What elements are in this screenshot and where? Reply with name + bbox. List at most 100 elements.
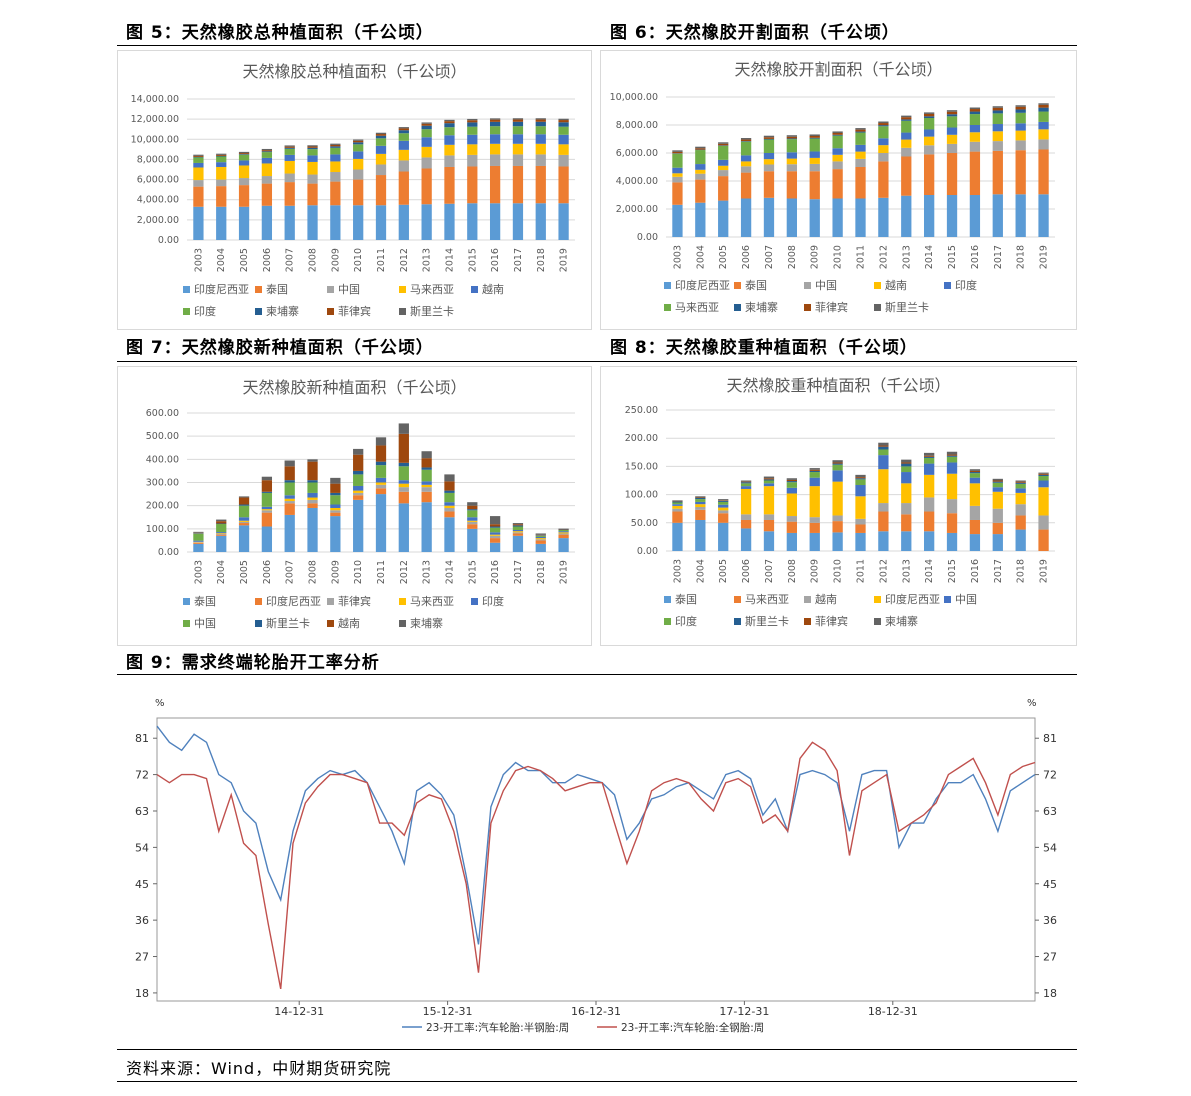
bar-segment bbox=[558, 120, 569, 123]
bar-segment bbox=[284, 145, 295, 147]
bar-segment bbox=[193, 540, 204, 542]
bar-segment bbox=[1038, 103, 1049, 105]
legend-label: 越南 bbox=[482, 282, 504, 296]
bar-segment bbox=[923, 497, 935, 512]
bar-segment bbox=[809, 472, 820, 478]
bar-segment bbox=[809, 522, 820, 533]
bar-segment bbox=[992, 487, 1003, 492]
bar-segment bbox=[832, 460, 843, 463]
bar-segment bbox=[512, 526, 524, 530]
bar-segment bbox=[832, 169, 843, 199]
bar-segment bbox=[330, 507, 341, 511]
bar-segment bbox=[695, 504, 706, 508]
bar-segment bbox=[718, 142, 729, 144]
y-tick-label: 0.00 bbox=[637, 232, 658, 243]
divider bbox=[117, 1081, 1077, 1082]
bar-segment bbox=[992, 107, 1003, 111]
bar-segment bbox=[307, 155, 318, 162]
bar-segment bbox=[330, 510, 341, 513]
x-tick-label: 2012 bbox=[399, 248, 410, 272]
legend-label: 柬埔寨 bbox=[410, 616, 443, 630]
legend-swatch bbox=[327, 598, 334, 605]
legend-swatch bbox=[874, 304, 881, 311]
bar-segment bbox=[261, 176, 273, 184]
bar-segment bbox=[740, 488, 752, 515]
bar-segment bbox=[375, 164, 387, 176]
legend-label: 斯里兰卡 bbox=[410, 305, 454, 318]
bar-segment bbox=[786, 138, 798, 140]
bar-segment bbox=[901, 459, 912, 463]
bar-segment bbox=[535, 119, 546, 122]
y-tick-label: 10,000.00 bbox=[131, 134, 179, 145]
bar-segment bbox=[535, 143, 546, 155]
bar-segment bbox=[695, 148, 706, 150]
bar-segment bbox=[375, 465, 387, 478]
bar-segment bbox=[284, 147, 295, 149]
bar-segment bbox=[946, 462, 958, 474]
bar-segment bbox=[353, 454, 364, 471]
x-tick-label: 2013 bbox=[422, 560, 433, 584]
bar-segment bbox=[901, 120, 912, 133]
bar-segment bbox=[284, 173, 295, 183]
bar-segment bbox=[512, 121, 524, 127]
bar-segment bbox=[193, 156, 204, 158]
bar-segment bbox=[946, 451, 958, 455]
bar-segment bbox=[718, 507, 729, 511]
bar-segment bbox=[284, 460, 295, 467]
bar-segment bbox=[398, 128, 409, 131]
bar-segment bbox=[353, 485, 364, 491]
bar-segment bbox=[992, 481, 1003, 483]
bar-segment bbox=[1038, 473, 1049, 475]
bar-segment bbox=[261, 157, 273, 164]
bar-segment bbox=[672, 176, 683, 183]
bar-segment bbox=[489, 126, 501, 135]
bar-segment bbox=[786, 164, 798, 172]
bar-segment bbox=[284, 514, 295, 552]
bar-segment bbox=[375, 205, 387, 240]
bar-segment bbox=[421, 168, 432, 205]
bar-segment bbox=[946, 143, 958, 153]
bar-segment bbox=[832, 132, 843, 135]
bar-segment bbox=[238, 154, 250, 155]
bar-segment bbox=[398, 171, 409, 205]
bar-segment bbox=[809, 137, 820, 139]
x-tick-label: 2019 bbox=[559, 248, 570, 272]
y-tick-label: 600.00 bbox=[146, 408, 179, 419]
bar-segment bbox=[786, 493, 798, 517]
bar-segment bbox=[855, 532, 866, 551]
bar-segment bbox=[398, 130, 409, 134]
x-tick-label: 2018 bbox=[1016, 245, 1027, 269]
bar-segment bbox=[786, 139, 798, 153]
bar-segment bbox=[353, 142, 364, 145]
chart-title: 天然橡胶重种植面积（千公顷） bbox=[726, 376, 950, 395]
bar-segment bbox=[1038, 480, 1049, 488]
bar-segment bbox=[444, 507, 455, 512]
bar-segment bbox=[375, 477, 387, 483]
legend-label: 越南 bbox=[338, 616, 360, 630]
x-tick-label: 2014 bbox=[444, 248, 455, 272]
legend-label: 印度尼西亚 bbox=[266, 594, 321, 608]
bar-segment bbox=[672, 505, 683, 509]
bar-segment bbox=[878, 145, 889, 153]
x-tick-label: 2011 bbox=[376, 248, 387, 272]
bar-segment bbox=[558, 534, 569, 539]
bar-segment bbox=[878, 446, 889, 450]
bar-segment bbox=[992, 150, 1003, 195]
bar-segment bbox=[353, 474, 364, 486]
bar-segment bbox=[672, 173, 683, 177]
y-tick-label-right: 45 bbox=[1043, 878, 1057, 891]
bar-segment bbox=[375, 461, 387, 466]
bar-segment bbox=[923, 136, 935, 146]
bar-segment bbox=[855, 474, 866, 478]
bar-segment bbox=[1015, 480, 1026, 482]
bar-segment bbox=[672, 504, 683, 506]
bar-segment bbox=[444, 505, 455, 508]
bar-segment bbox=[535, 535, 546, 537]
bar-segment bbox=[375, 482, 387, 485]
x-tick-label: 2005 bbox=[718, 245, 729, 269]
y-tick-label-left: 81 bbox=[135, 732, 149, 745]
x-tick-label: 2013 bbox=[901, 559, 912, 583]
bar-segment bbox=[489, 203, 501, 240]
y-tick-label-right: 63 bbox=[1043, 805, 1057, 818]
legend-label: 中国 bbox=[194, 617, 216, 630]
